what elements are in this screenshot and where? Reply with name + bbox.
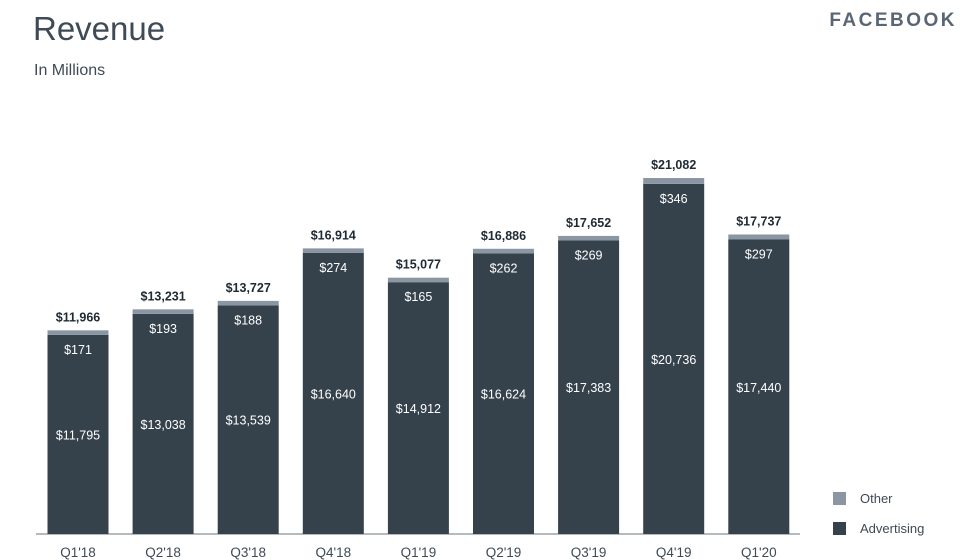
bar-other [728, 234, 790, 240]
data-label-advertising: $14,912 [396, 402, 441, 416]
bar-other [302, 248, 364, 254]
data-label-other: $346 [660, 192, 688, 206]
bar-advertising [132, 313, 194, 534]
bar-other [558, 235, 620, 241]
legend-label-advertising: Advertising [860, 520, 925, 536]
bar-advertising [47, 334, 109, 534]
bar-advertising [558, 240, 620, 534]
data-label-advertising: $17,383 [566, 381, 611, 395]
data-label-other: $165 [404, 290, 432, 304]
x-tick-label: Q1'19 [401, 545, 437, 560]
data-label-other: $274 [319, 261, 347, 275]
x-tick-label: Q3'18 [230, 545, 266, 560]
data-label-total: $11,966 [56, 310, 101, 324]
x-tick-label: Q4'19 [656, 545, 692, 560]
bar-other [387, 277, 449, 283]
legend-item-advertising: Advertising [833, 520, 924, 536]
data-label-total: $17,652 [566, 216, 611, 230]
data-label-total: $16,914 [311, 228, 356, 242]
bar-other [47, 330, 109, 335]
data-label-advertising: $13,539 [226, 414, 271, 428]
bar-advertising [643, 183, 705, 534]
data-label-total: $21,082 [651, 158, 696, 172]
data-label-other: $188 [234, 313, 262, 327]
data-label-advertising: $11,795 [56, 428, 100, 442]
data-label-total: $13,231 [141, 289, 186, 303]
legend-label-other: Other [860, 490, 893, 506]
data-label-other: $297 [745, 248, 773, 262]
legend-item-other: Other [833, 490, 924, 506]
bar-advertising [217, 305, 279, 534]
bar-advertising [302, 253, 364, 534]
data-label-total: $13,727 [226, 281, 271, 295]
x-tick-label: Q2'18 [145, 545, 181, 560]
x-tick-label: Q2'19 [486, 545, 522, 560]
data-label-other: $171 [64, 343, 92, 357]
data-label-other: $193 [149, 322, 177, 336]
x-tick-label: Q3'19 [571, 545, 607, 560]
data-label-advertising: $16,624 [481, 388, 526, 402]
x-tick-label: Q1'18 [60, 545, 96, 560]
bar-advertising [473, 253, 534, 534]
data-label-other: $262 [490, 261, 518, 275]
chart-title: Revenue [33, 10, 166, 47]
chart-legend: Other Advertising [833, 490, 924, 550]
data-label-total: $15,077 [396, 258, 441, 272]
data-label-advertising: $17,440 [736, 381, 781, 395]
data-label-other: $269 [575, 248, 603, 262]
chart-subtitle: In Millions [34, 62, 106, 79]
data-label-total: $16,886 [481, 229, 526, 243]
legend-swatch-advertising [833, 521, 846, 535]
bar-other [217, 300, 279, 306]
legend-swatch-other [833, 491, 846, 505]
bar-other [643, 178, 705, 184]
bar-other [132, 309, 194, 314]
x-tick-label: Q1'20 [741, 545, 777, 560]
brand-logo: FACEBOOK [829, 10, 957, 31]
bar-advertising [387, 282, 449, 534]
data-label-advertising: $16,640 [311, 388, 356, 402]
data-label-advertising: $20,736 [651, 353, 696, 367]
bar-advertising [728, 239, 790, 534]
bar-other [473, 248, 534, 254]
data-label-total: $17,737 [736, 214, 781, 228]
data-label-advertising: $13,038 [141, 418, 186, 432]
x-tick-label: Q4'18 [315, 545, 351, 560]
